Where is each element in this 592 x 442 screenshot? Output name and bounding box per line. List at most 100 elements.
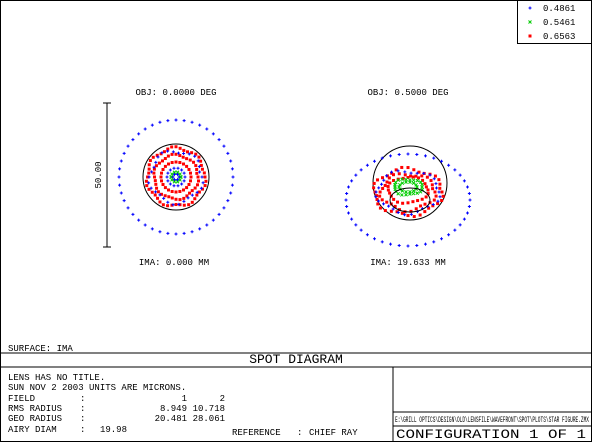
spot bbox=[440, 237, 444, 241]
spot bbox=[166, 179, 170, 183]
spot bbox=[153, 175, 157, 179]
spot bbox=[179, 175, 183, 179]
spot bbox=[404, 192, 408, 197]
spot bbox=[372, 237, 376, 241]
spot bbox=[453, 168, 457, 172]
spot bbox=[182, 162, 185, 166]
spot bbox=[174, 118, 178, 122]
spot bbox=[528, 34, 532, 38]
spot bbox=[226, 199, 230, 203]
spot bbox=[172, 166, 176, 170]
spot bbox=[226, 151, 230, 155]
spot bbox=[171, 203, 175, 207]
spot bbox=[169, 175, 173, 179]
spot bbox=[156, 196, 160, 200]
spot bbox=[436, 202, 440, 206]
spot bbox=[424, 185, 428, 189]
spot bbox=[197, 179, 201, 183]
row-value: 28.061 bbox=[193, 414, 225, 424]
spot bbox=[387, 204, 391, 208]
field-object-label: OBJ: 0.5000 DEG bbox=[367, 88, 448, 98]
row-value: 2 bbox=[220, 394, 225, 404]
spot bbox=[180, 182, 184, 186]
spot bbox=[423, 154, 427, 158]
spot bbox=[400, 193, 404, 197]
spot bbox=[423, 182, 427, 186]
spot bbox=[166, 147, 170, 151]
spot bbox=[199, 186, 203, 190]
spot bbox=[421, 178, 425, 182]
spot bbox=[203, 184, 207, 188]
spot bbox=[159, 175, 163, 179]
spot bbox=[433, 190, 437, 194]
spot bbox=[163, 194, 167, 198]
spot bbox=[345, 205, 349, 209]
spot bbox=[131, 138, 135, 142]
spot bbox=[175, 179, 180, 184]
spot bbox=[414, 182, 418, 187]
spot bbox=[394, 168, 398, 172]
spot bbox=[167, 195, 171, 199]
spot bbox=[359, 228, 363, 232]
spot bbox=[414, 207, 418, 211]
spot bbox=[145, 184, 149, 188]
spot bbox=[229, 159, 233, 163]
spot bbox=[462, 179, 466, 183]
spot bbox=[359, 168, 363, 172]
spot bbox=[168, 168, 172, 172]
spot bbox=[152, 167, 156, 171]
spot bbox=[426, 188, 430, 192]
spot bbox=[380, 182, 384, 186]
spot bbox=[415, 171, 419, 175]
spot bbox=[222, 144, 226, 148]
spot bbox=[415, 185, 419, 189]
spot bbox=[198, 227, 202, 231]
spot bbox=[431, 202, 435, 206]
spot bbox=[217, 212, 221, 216]
spot bbox=[350, 217, 354, 221]
spot bbox=[195, 171, 199, 175]
info-line: SUN NOV 2 2003 UNITS ARE MICRONS. bbox=[8, 383, 186, 393]
row-value: 1 bbox=[182, 394, 187, 404]
spot bbox=[172, 170, 177, 175]
spot bbox=[195, 193, 199, 197]
spot bbox=[155, 186, 159, 190]
spot bbox=[174, 160, 178, 164]
spot bbox=[385, 200, 389, 204]
spot bbox=[160, 159, 164, 163]
spot bbox=[156, 155, 160, 159]
spot bbox=[344, 198, 348, 202]
spot bbox=[467, 205, 471, 209]
spot bbox=[187, 203, 191, 207]
spot bbox=[392, 178, 396, 182]
spot bbox=[400, 177, 404, 182]
spot bbox=[170, 161, 174, 165]
spot bbox=[403, 170, 407, 174]
reference-label: REFERENCE bbox=[232, 428, 281, 438]
spot bbox=[465, 211, 469, 215]
spot bbox=[170, 196, 174, 200]
spot bbox=[152, 165, 156, 169]
spot bbox=[416, 176, 420, 180]
spot bbox=[171, 175, 175, 179]
spot bbox=[153, 193, 157, 197]
spot bbox=[436, 199, 440, 203]
spot bbox=[167, 188, 170, 192]
spot bbox=[396, 177, 400, 181]
spot bbox=[411, 175, 415, 179]
spot bbox=[400, 165, 404, 169]
spot bbox=[376, 178, 380, 182]
spot bbox=[406, 166, 410, 170]
spot bbox=[163, 157, 167, 161]
spot bbox=[433, 174, 437, 178]
spot bbox=[131, 212, 135, 216]
spot bbox=[195, 190, 199, 194]
spot bbox=[462, 217, 466, 221]
spot bbox=[158, 230, 162, 234]
row-label: GEO RADIUS bbox=[8, 414, 62, 424]
spot bbox=[119, 159, 123, 163]
spot bbox=[147, 163, 151, 167]
spot bbox=[389, 209, 393, 213]
spot bbox=[397, 208, 401, 212]
spot bbox=[415, 178, 420, 183]
